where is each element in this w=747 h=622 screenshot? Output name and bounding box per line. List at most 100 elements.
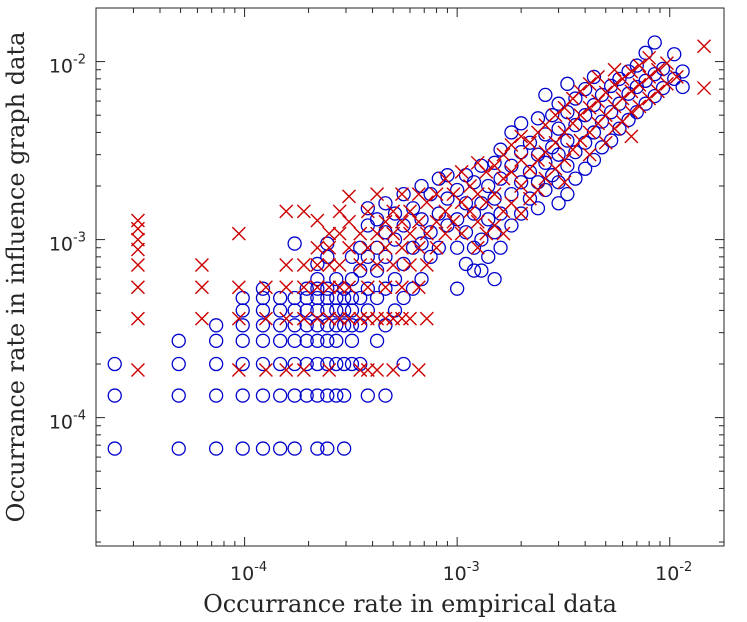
data-point-cross [624,129,639,144]
data-point-circle [171,356,186,372]
data-point-circle [647,67,662,82]
data-point-cross [386,363,401,378]
data-point-cross [296,311,311,326]
data-point-circle [336,441,352,456]
data-point-circle [287,388,302,403]
data-point-circle [481,212,496,227]
data-point-cross [438,204,453,219]
data-point-circle [378,196,393,211]
data-point-cross [642,69,657,84]
data-point-cross [496,226,511,241]
data-point-circle [255,290,271,306]
data-point-circle [287,236,302,251]
data-point-circle [538,87,553,103]
data-point-circle [360,201,375,216]
data-point-circle [530,201,546,216]
data-point-circle [474,232,489,247]
data-point-cross [342,189,357,204]
data-point-cross [279,311,294,326]
data-point-cross [454,226,469,241]
data-point-cross [403,311,417,326]
data-point-circle [378,388,393,403]
data-point-circle [431,240,446,255]
data-point-circle [287,333,302,348]
data-point-cross [394,280,409,295]
data-point-cross [332,258,347,272]
data-point-cross [403,204,417,219]
data-point-circle [360,303,375,318]
data-point-circle [423,249,438,264]
data-point-cross [258,363,273,378]
data-point-cross [194,258,209,272]
data-point-circle [360,388,375,403]
data-point-circle [414,212,429,227]
x-tick-label: 10-4 [230,560,267,585]
data-point-circle [466,263,482,278]
data-point-circle [568,117,583,133]
data-point-cross [419,311,434,326]
data-point-cross [403,226,417,241]
data-point-circle [320,356,335,372]
data-point-cross [514,179,529,194]
data-point-circle [514,144,529,160]
data-point-circle [560,133,575,148]
data-point-cross [548,135,563,150]
data-point-circle [320,333,335,348]
data-point-cross [322,240,337,255]
data-point-cross [394,240,409,255]
data-point-cross [296,363,311,378]
data-point-cross [130,232,145,247]
data-point-cross [360,204,375,219]
x-tick-label: 10-2 [655,560,692,585]
data-point-cross [353,363,368,378]
data-point-circle [387,271,403,287]
data-point-circle [209,388,224,403]
data-point-circle [396,187,411,202]
data-point-circle [336,356,352,372]
data-point-circle [577,108,593,123]
data-point-cross [279,258,294,272]
data-point-cross [130,258,145,272]
data-point-cross [446,214,461,229]
data-point-cross [669,69,684,84]
data-point-circle [287,290,302,306]
data-point-cross [322,226,337,241]
data-point-cross [342,311,357,326]
data-point-circle [586,152,602,168]
data-point-cross [322,363,337,378]
data-point-cross [582,100,597,115]
data-point-circle [458,196,474,211]
data-point-circle [647,35,662,50]
data-point-circle [378,281,393,296]
data-point-circle [522,164,538,180]
data-point-circle [612,71,627,86]
data-point-cross [370,363,385,378]
data-point-circle [560,158,575,173]
data-point-circle [235,318,250,333]
data-point-circle [369,290,385,306]
data-point-cross [342,214,357,229]
data-point-circle [353,240,368,255]
data-point-circle [255,281,271,296]
data-point-cross [429,214,444,229]
data-point-cross [615,71,630,86]
data-point-cross [310,258,325,272]
x-axis-title: Occurrance rate in empirical data [203,590,617,618]
data-point-cross [514,129,529,144]
data-point-circle [522,135,538,150]
data-point-cross [487,187,502,202]
data-point-circle [450,240,465,255]
data-point-circle [675,79,690,95]
data-point-cross [378,240,393,255]
data-point-cross [360,240,375,255]
data-point-cross [607,77,622,92]
data-point-cross [624,84,639,99]
data-point-cross [479,164,494,179]
data-point-circle [414,178,429,194]
data-point-circle [235,441,250,456]
data-point-cross [429,187,444,202]
data-point-circle [310,333,325,348]
data-point-circle [414,271,429,287]
data-point-circle [336,318,352,333]
data-point-circle [504,218,519,233]
